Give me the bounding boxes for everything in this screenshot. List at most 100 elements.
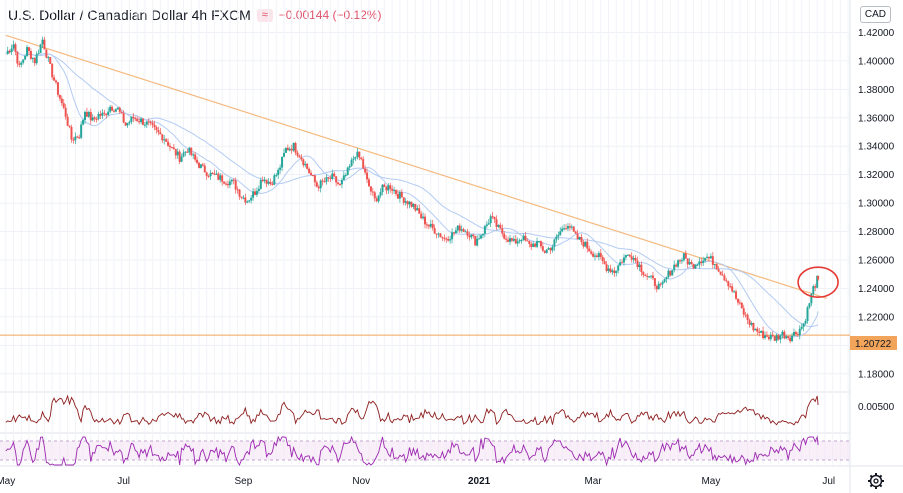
candle [302,159,305,166]
candle [265,179,268,184]
y-tick-label: 1.40000 [858,56,895,67]
candle [541,246,544,251]
candle [74,136,77,141]
candle [574,231,577,234]
candle [472,234,475,237]
candle [435,233,438,235]
candle [342,175,345,181]
highlight-circle [797,266,839,298]
candle [617,265,620,271]
candle [733,291,736,293]
candle [715,264,718,270]
candle [748,320,751,325]
candle [141,118,144,125]
candle [576,233,579,240]
candle [509,238,511,242]
candle [381,184,384,193]
candle [460,229,463,231]
candle [277,169,280,176]
candle [236,189,239,191]
candle [424,216,426,225]
candle [151,122,154,125]
price-axis[interactable]: 1.42000 1.40000 1.38000 1.36000 1.34000 1.320… [858,28,895,380]
candle [437,233,440,235]
candle [197,162,200,168]
candle [364,168,367,173]
candle [126,123,129,126]
candle [356,151,359,157]
candle [217,173,220,180]
candle [85,111,88,117]
candle [702,260,705,264]
candle [452,232,455,234]
candle [543,250,546,253]
candle [717,269,720,272]
candle [112,110,115,112]
candle [153,124,156,128]
candle [344,174,347,176]
candle [213,173,216,175]
candle [812,286,815,294]
indicator-value: 0.00500 [858,402,895,413]
y-tick-label: 1.36000 [858,113,895,124]
candle [120,111,123,114]
candle [24,55,27,60]
candle [145,121,148,125]
candle [223,181,226,184]
candle [719,271,722,275]
candle [746,314,749,321]
candle [700,261,703,264]
candle [230,179,233,182]
candle [68,125,71,127]
candle [497,224,500,227]
candle [451,232,454,240]
candle [228,181,231,186]
candle [512,238,515,241]
currency-button[interactable]: CAD [859,6,891,23]
candle [259,180,262,189]
candle [644,274,647,276]
candle [93,117,96,119]
candle [176,151,179,156]
candle [103,112,106,114]
candle [8,50,11,53]
candle [742,308,745,315]
candle [387,185,390,191]
candle [731,286,734,292]
x-tick-label: 2021 [468,476,491,487]
candle [570,226,573,228]
candle [116,107,119,110]
gear-icon[interactable] [868,473,884,489]
candle [205,172,208,176]
candle [638,264,641,268]
candle [124,122,127,126]
candle [650,275,653,277]
candle [468,235,471,238]
candle [393,190,396,192]
candle [35,54,38,64]
candle [333,173,336,177]
candle [147,121,150,123]
candle [422,216,425,219]
time-axis[interactable]: May Jul Sep Nov 2021 Mar May Jul [0,476,835,487]
candle [478,238,481,240]
candle [282,152,285,157]
candle [547,248,550,250]
candle [659,283,662,285]
candle [566,226,569,229]
candle [671,270,674,276]
candle [787,336,790,338]
candle [603,261,606,265]
candle [433,228,436,234]
candle [182,152,185,157]
candle [294,142,297,153]
candle [563,228,566,230]
candle [410,201,413,207]
candle [764,335,766,339]
candle [82,119,85,125]
candle [694,265,697,269]
candle [622,257,625,263]
candle [284,147,287,153]
candle [136,119,139,122]
